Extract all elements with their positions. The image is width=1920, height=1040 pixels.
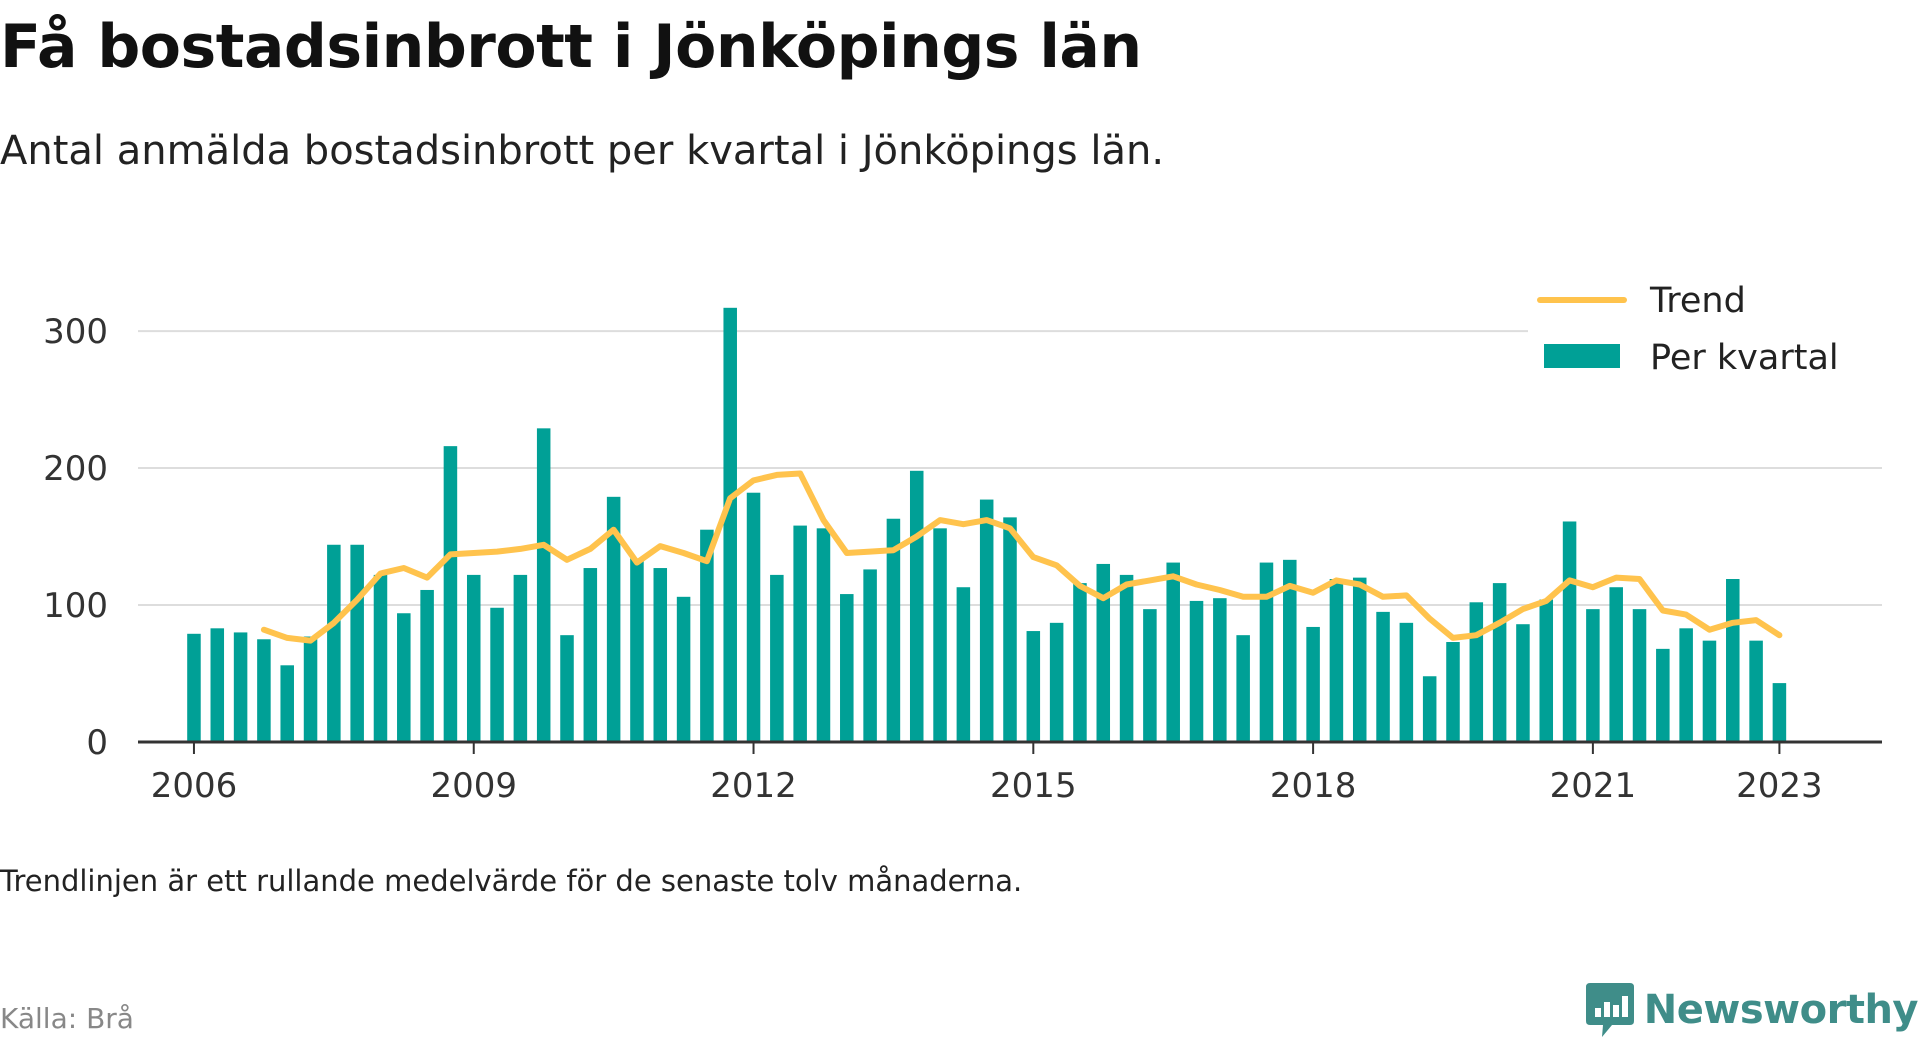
bar-2013-q4 — [909, 470, 924, 742]
bar-2011-q4 — [723, 307, 737, 742]
bar-2014-q4 — [1003, 517, 1017, 742]
x-tick-label: 2018 — [1270, 766, 1357, 806]
bar-2017-q4 — [1283, 559, 1297, 742]
y-tick-label: 200 — [43, 449, 108, 489]
bar-2019-q4 — [1469, 602, 1484, 742]
bar-2007-q2 — [303, 636, 318, 742]
x-tick-label: 2006 — [151, 766, 238, 806]
bar-2020-q4 — [1562, 521, 1577, 742]
bar-2017-q3 — [1259, 562, 1274, 742]
bar-2015-q4 — [1096, 563, 1111, 742]
bar-2021-q1 — [1586, 609, 1600, 742]
legend: Trend Per kvartal — [1528, 274, 1888, 380]
x-tick-label: 2023 — [1736, 766, 1823, 806]
bar-2012-q4 — [816, 528, 831, 742]
trend-line — [260, 470, 1783, 644]
bar-2006-q3 — [233, 632, 248, 742]
bar-2008-q4 — [443, 446, 458, 742]
bar-2018-q3 — [1352, 577, 1367, 742]
bar-2008-q3 — [420, 589, 434, 742]
bar-2011-q3 — [700, 529, 714, 742]
bar-2018-q1 — [1306, 626, 1320, 742]
bar-2021-q2 — [1609, 587, 1623, 742]
bar-2019-q2 — [1422, 676, 1437, 742]
bar-2013-q3 — [886, 518, 901, 742]
bar-2006-q1 — [187, 633, 201, 742]
bar-chart-speech-bubble-icon — [1585, 983, 1634, 1037]
bar-line-chart: 0 100 200 300 2006 2009 2012 2015 2018 2021 2023 T… — [43, 274, 1888, 806]
bar-2006-q2 — [210, 628, 225, 742]
chart-subtitle: Antal anmälda bostadsinbrott per kvartal… — [0, 128, 1165, 174]
y-tick-label: 0 — [86, 723, 108, 763]
legend-bar-swatch — [1544, 344, 1620, 368]
bar-2020-q3 — [1539, 599, 1554, 742]
source-credit: Källa: Brå — [0, 1002, 134, 1035]
legend-label-trend: Trend — [1649, 281, 1746, 321]
bar-2010-q1 — [560, 635, 574, 742]
bar-2010-q3 — [606, 496, 621, 742]
bar-2020-q2 — [1516, 624, 1530, 742]
bar-2011-q2 — [676, 596, 691, 742]
bar-2012-q2 — [770, 574, 784, 742]
bar-2010-q4 — [630, 558, 644, 742]
y-tick-label: 300 — [43, 312, 108, 352]
bar-2013-q1 — [840, 594, 854, 742]
bar-2012-q3 — [793, 525, 807, 742]
bar-2010-q2 — [583, 568, 598, 742]
bar-2009-q3 — [513, 574, 528, 742]
bar-2019-q3 — [1446, 642, 1460, 742]
bar-2008-q1 — [373, 574, 388, 742]
bar-2017-q2 — [1236, 635, 1250, 742]
bar-2014-q2 — [956, 587, 971, 742]
brand-logo: Newsworthy — [1584, 980, 1919, 1040]
bar-2021-q4 — [1656, 648, 1670, 742]
bar-2017-q1 — [1213, 598, 1227, 742]
bar-2023-q1 — [1772, 683, 1787, 742]
bar-2013-q2 — [863, 569, 877, 742]
bar-2012-q1 — [746, 492, 761, 742]
bar-2009-q2 — [490, 607, 504, 742]
bar-2015-q1 — [1026, 631, 1041, 742]
bar-2016-q2 — [1143, 609, 1157, 742]
bar-2021-q3 — [1632, 609, 1647, 742]
line-series-trend — [260, 470, 1783, 644]
bar-2007-q1 — [280, 665, 294, 742]
x-tick-label: 2012 — [710, 766, 797, 806]
bar-2018-q4 — [1376, 611, 1390, 742]
bar-2014-q1 — [933, 528, 947, 742]
bar-2008-q2 — [397, 613, 411, 742]
bar-2009-q4 — [536, 428, 551, 742]
y-tick-label: 100 — [43, 586, 108, 626]
bar-2020-q1 — [1492, 583, 1507, 742]
bar-2016-q4 — [1189, 600, 1204, 742]
bar-2016-q3 — [1166, 562, 1180, 742]
x-tick-label: 2015 — [990, 766, 1077, 806]
bar-2007-q4 — [350, 544, 364, 742]
bar-2009-q1 — [466, 574, 481, 742]
axes: 0 100 200 300 2006 2009 2012 2015 2018 2021 2023 — [43, 312, 1882, 806]
bar-2011-q1 — [653, 568, 668, 742]
bar-2015-q3 — [1073, 583, 1087, 742]
legend-label-per-kvartal: Per kvartal — [1650, 338, 1839, 378]
x-tick-label: 2021 — [1550, 766, 1637, 806]
bar-2016-q1 — [1119, 574, 1134, 742]
bar-2022-q1 — [1679, 628, 1693, 742]
bar-2022-q4 — [1749, 640, 1763, 742]
bar-2014-q3 — [979, 499, 994, 742]
x-tick-label: 2009 — [430, 766, 517, 806]
footnote: Trendlinjen är ett rullande medelvärde f… — [0, 864, 1023, 898]
bar-2022-q2 — [1702, 640, 1717, 742]
bar-2007-q3 — [327, 544, 341, 742]
bar-2006-q4 — [257, 639, 271, 742]
bar-2018-q2 — [1329, 579, 1344, 742]
chart-title: Få bostadsinbrott i Jönköpings län — [0, 12, 1142, 82]
bar-2015-q2 — [1049, 622, 1064, 742]
bar-2022-q3 — [1726, 579, 1740, 742]
brand-name: Newsworthy — [1643, 987, 1919, 1033]
bar-2019-q1 — [1399, 622, 1414, 742]
